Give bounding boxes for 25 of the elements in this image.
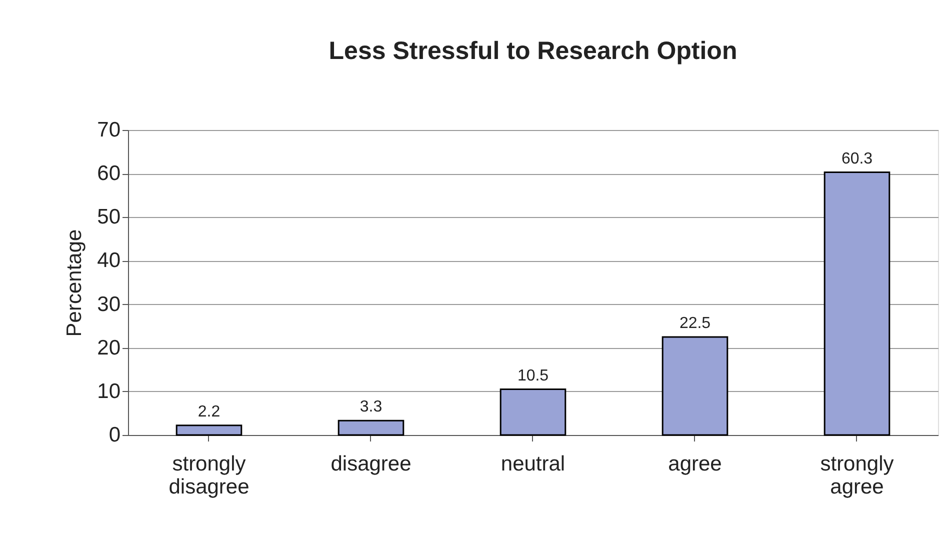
data-label: 22.5	[679, 314, 711, 332]
data-label: 2.2	[198, 403, 220, 420]
y-tick-label: 10	[97, 380, 120, 403]
data-label: 3.3	[360, 398, 382, 416]
bar	[338, 420, 404, 436]
y-tick-label: 50	[97, 206, 120, 229]
data-label: 60.3	[841, 150, 873, 168]
chart-title: Less Stressful to Research Option	[328, 37, 738, 65]
x-tick-label: strongly disagree	[168, 452, 250, 498]
y-tick-label: 20	[97, 336, 120, 360]
y-tick-label: 0	[108, 424, 120, 446]
y-axis-title: Percentage	[63, 229, 86, 337]
x-tick-label: agree	[668, 452, 722, 476]
y-tick-label: 40	[97, 249, 120, 272]
y-tick-label: 70	[97, 118, 120, 142]
bar	[500, 388, 566, 436]
y-tick-label: 60	[97, 162, 120, 186]
bar	[662, 336, 728, 436]
bar	[176, 424, 242, 436]
y-tick-label: 30	[97, 292, 120, 316]
x-tick-label: strongly agree	[820, 452, 894, 498]
x-tick-label: neutral	[500, 452, 566, 476]
x-tick-label: disagree	[330, 452, 412, 476]
bar	[824, 172, 890, 436]
data-label: 10.5	[517, 367, 549, 384]
